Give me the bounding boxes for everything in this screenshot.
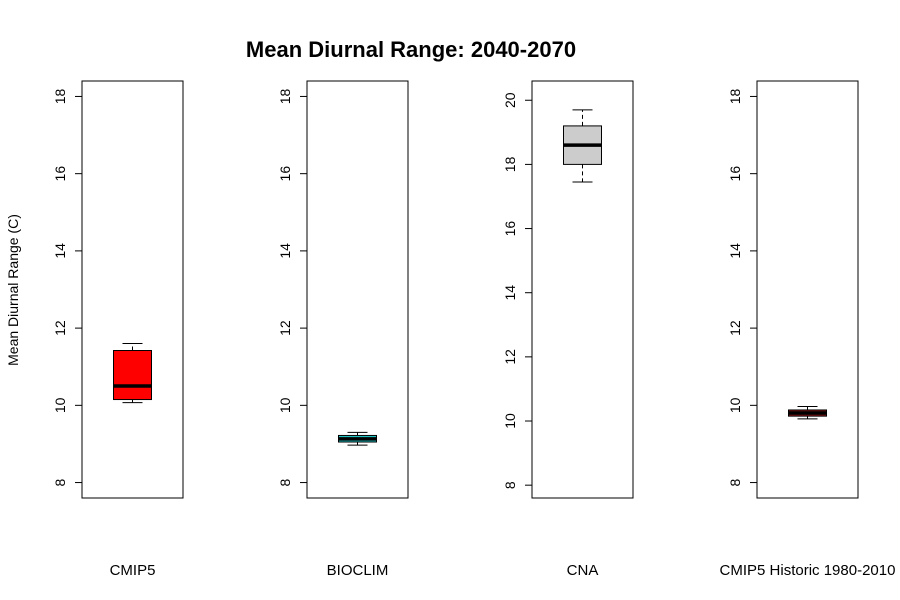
plot-frame xyxy=(81,80,184,499)
category-label: CMIP5 xyxy=(110,562,156,579)
plot-frame xyxy=(306,80,409,499)
y-tick-label: 8 xyxy=(277,478,293,486)
y-tick-label: 8 xyxy=(502,481,518,489)
y-tick-label: 14 xyxy=(52,243,68,259)
category-label: CNA xyxy=(567,562,599,579)
y-tick-label: 18 xyxy=(727,88,743,104)
chart-title: Mean Diurnal Range: 2040-2070 xyxy=(246,37,576,62)
panel-cmip5: 8 10 12 14 16 18 CMIP5 xyxy=(52,80,184,579)
y-tick-label: 12 xyxy=(277,320,293,336)
y-tick-label: 10 xyxy=(52,397,68,413)
y-axis-label: Mean Diurnal Range (C) xyxy=(5,214,21,366)
y-tick-label: 8 xyxy=(727,478,743,486)
y-tick-label: 14 xyxy=(727,243,743,259)
y-tick-label: 18 xyxy=(52,88,68,104)
plot-frame xyxy=(531,80,634,499)
panel-cmip5-historic-1980-2010: 8 10 12 14 16 18 CMIP5 Historic 1980-2010 xyxy=(720,80,896,579)
y-tick-label: 16 xyxy=(52,166,68,182)
panel-bioclim: 8 10 12 14 16 18 BIOCLIM xyxy=(277,80,409,579)
y-tick-label: 10 xyxy=(502,413,518,429)
panel-cna: 8 10 12 14 16 18 20 CNA xyxy=(502,80,634,579)
category-label: BIOCLIM xyxy=(327,562,389,579)
category-label: CMIP5 Historic 1980-2010 xyxy=(720,562,896,579)
y-tick-label: 18 xyxy=(277,88,293,104)
y-tick-label: 16 xyxy=(502,221,518,237)
y-tick-label: 14 xyxy=(502,285,518,301)
y-tick-label: 8 xyxy=(52,478,68,486)
y-tick-label: 10 xyxy=(727,397,743,413)
plot-frame xyxy=(756,80,859,499)
y-tick-label: 12 xyxy=(502,349,518,365)
y-tick-label: 20 xyxy=(502,92,518,108)
y-tick-label: 12 xyxy=(52,320,68,336)
y-tick-label: 12 xyxy=(727,320,743,336)
y-tick-label: 16 xyxy=(727,166,743,182)
box xyxy=(113,350,152,401)
y-tick-label: 10 xyxy=(277,397,293,413)
y-tick-label: 16 xyxy=(277,166,293,182)
y-tick-label: 18 xyxy=(502,156,518,172)
y-tick-label: 14 xyxy=(277,243,293,259)
panels-group: 8 10 12 14 16 18 CMIP5 8 10 12 14 16 18 BIOCLIM 8 10 12 1… xyxy=(52,80,896,579)
